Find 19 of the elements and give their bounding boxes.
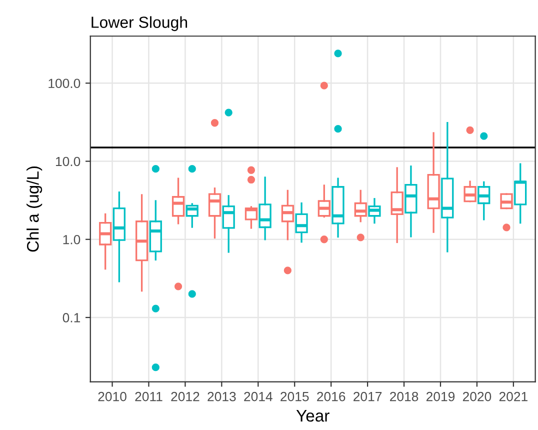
x-tick-label: 2020 bbox=[462, 392, 492, 402]
x-axis-title: Year bbox=[296, 410, 330, 422]
y-axis-title: Chl a (ug/L) bbox=[26, 166, 42, 252]
y-tick-label: 100.0 bbox=[48, 78, 80, 88]
y-tick-label: 1.0 bbox=[63, 234, 80, 244]
x-tick-label: 2021 bbox=[499, 392, 528, 402]
x-tick-label: 2016 bbox=[317, 392, 346, 402]
x-tick-label: 2014 bbox=[244, 392, 272, 402]
x-tick-label: 2013 bbox=[208, 392, 236, 402]
x-tick-label: 2019 bbox=[426, 392, 455, 402]
chart-title: Lower Slough bbox=[92, 16, 188, 32]
x-tick-label: 2011 bbox=[135, 392, 162, 402]
y-tick-label: 10.0 bbox=[56, 156, 80, 166]
y-tick-label: 0.1 bbox=[62, 313, 80, 322]
x-tick-label: 2015 bbox=[280, 392, 309, 402]
x-tick-label: 2012 bbox=[171, 392, 200, 402]
x-tick-label: 2010 bbox=[98, 392, 126, 402]
x-tick-label: 2017 bbox=[354, 392, 382, 402]
x-tick-label: 2018 bbox=[390, 392, 418, 402]
